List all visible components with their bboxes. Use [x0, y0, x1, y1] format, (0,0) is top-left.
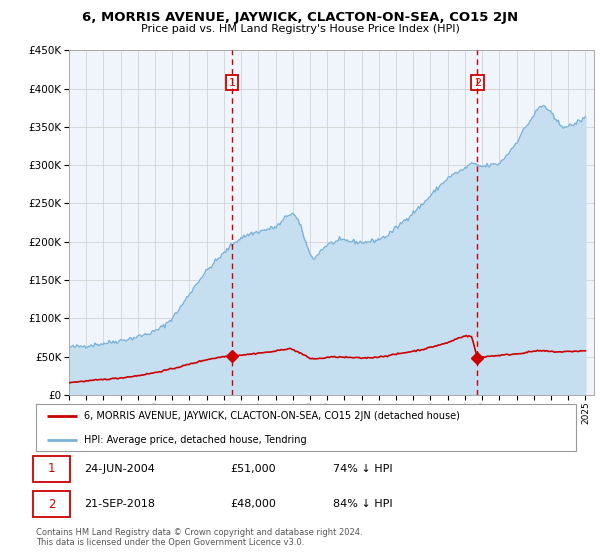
FancyBboxPatch shape [34, 492, 70, 516]
Text: 1: 1 [48, 463, 55, 475]
Text: £51,000: £51,000 [230, 464, 276, 474]
Text: 21-SEP-2018: 21-SEP-2018 [85, 499, 155, 509]
Text: 6, MORRIS AVENUE, JAYWICK, CLACTON-ON-SEA, CO15 2JN: 6, MORRIS AVENUE, JAYWICK, CLACTON-ON-SE… [82, 11, 518, 24]
Text: HPI: Average price, detached house, Tendring: HPI: Average price, detached house, Tend… [83, 435, 306, 445]
Text: 2: 2 [474, 77, 481, 87]
Text: 6, MORRIS AVENUE, JAYWICK, CLACTON-ON-SEA, CO15 2JN (detached house): 6, MORRIS AVENUE, JAYWICK, CLACTON-ON-SE… [83, 412, 460, 422]
Text: £48,000: £48,000 [230, 499, 276, 509]
Text: Contains HM Land Registry data © Crown copyright and database right 2024.
This d: Contains HM Land Registry data © Crown c… [36, 528, 362, 547]
FancyBboxPatch shape [34, 456, 70, 482]
Text: 1: 1 [229, 77, 236, 87]
Text: Price paid vs. HM Land Registry's House Price Index (HPI): Price paid vs. HM Land Registry's House … [140, 24, 460, 34]
Text: 84% ↓ HPI: 84% ↓ HPI [333, 499, 392, 509]
Text: 24-JUN-2004: 24-JUN-2004 [85, 464, 155, 474]
FancyBboxPatch shape [36, 404, 576, 451]
Text: 74% ↓ HPI: 74% ↓ HPI [333, 464, 392, 474]
Text: 2: 2 [48, 497, 55, 511]
